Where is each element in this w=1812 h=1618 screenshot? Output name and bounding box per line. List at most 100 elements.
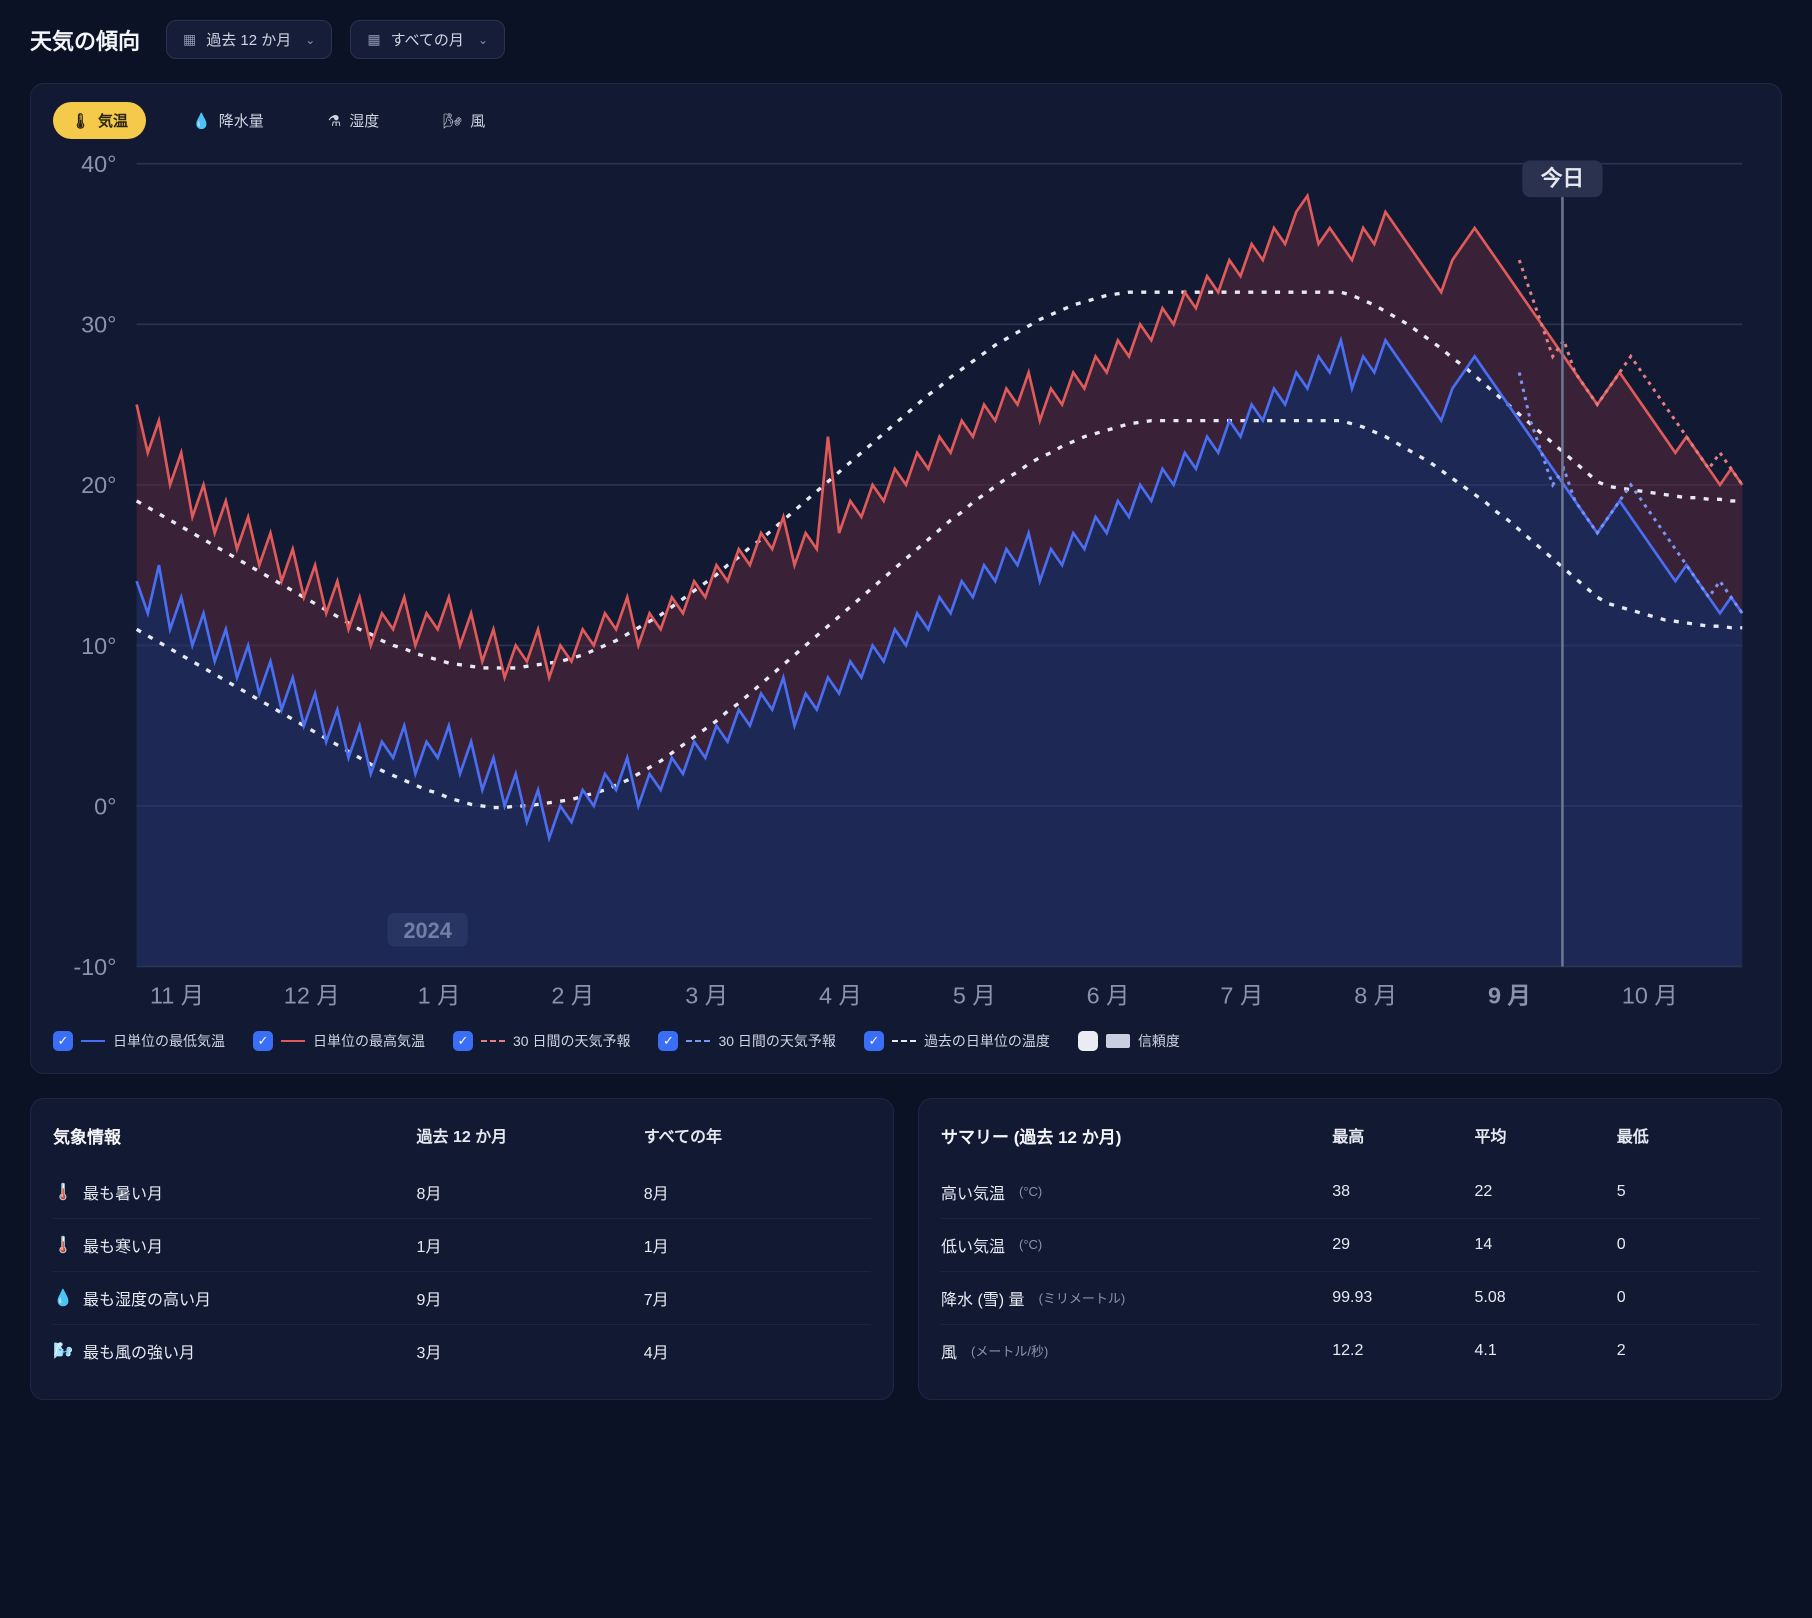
table-row: 風(メートル/秒)12.24.12 [941, 1324, 1759, 1377]
svg-text:1 月: 1 月 [418, 982, 461, 1008]
row-label: 最も暑い月 [83, 1180, 163, 1204]
legend-swatch [686, 1040, 710, 1042]
summary-card: サマリー (過去 12 か月) 最高 平均 最低 高い気温(°C)38225低い… [918, 1098, 1782, 1400]
table-row: 🌬️ 最も風の強い月 3月4月 [53, 1324, 871, 1377]
svg-text:6 月: 6 月 [1087, 982, 1130, 1008]
chevron-down-icon: ⌄ [478, 33, 488, 47]
svg-text:11 月: 11 月 [150, 982, 204, 1008]
chart-card: 🌡気温💧降水量⚗湿度🌬風 -10°0°10°20°30°40°11 月12 月1… [30, 83, 1782, 1074]
legend-swatch [1106, 1034, 1130, 1048]
legend-swatch [81, 1040, 105, 1042]
svg-text:今日: 今日 [1541, 165, 1584, 190]
svg-text:30°: 30° [81, 312, 116, 338]
legend-item[interactable]: ✓ 過去の日単位の温度 [864, 1031, 1050, 1051]
summary-title: サマリー (過去 12 か月) [941, 1123, 1332, 1148]
row-icon: 🌬️ [53, 1341, 73, 1361]
tab-humid[interactable]: ⚗ 湿度 [310, 102, 397, 139]
legend-item[interactable]: ✓ 30 日間の天気予報 [453, 1031, 630, 1051]
row-label: 高い気温 [941, 1180, 1005, 1204]
legend-item[interactable]: ✓ 日単位の最低気温 [53, 1031, 225, 1051]
legend-label: 30 日間の天気予報 [513, 1031, 630, 1051]
legend-swatch [481, 1040, 505, 1042]
cell: 8月 [417, 1180, 644, 1204]
legend-item[interactable]: ✓ 30 日間の天気予報 [658, 1031, 835, 1051]
tab-label: 風 [470, 110, 485, 131]
svg-text:10 月: 10 月 [1622, 982, 1678, 1008]
summary-col3: 最低 [1617, 1123, 1759, 1147]
tab-temp[interactable]: 🌡 気温 [53, 102, 146, 139]
legend-item[interactable]: 信頼度 [1078, 1031, 1180, 1051]
cell: 4月 [644, 1339, 871, 1363]
cell: 5 [1617, 1183, 1759, 1201]
info-col1: 過去 12 か月 [417, 1123, 644, 1147]
legend-checkbox[interactable]: ✓ [658, 1031, 678, 1051]
row-icon: 🌡️ [53, 1182, 73, 1202]
wind-icon: 🌬 [443, 112, 462, 130]
legend-label: 日単位の最低気温 [113, 1031, 225, 1051]
temp-icon: 🌡 [71, 112, 90, 130]
cell: 2 [1617, 1342, 1759, 1360]
svg-text:8 月: 8 月 [1354, 982, 1397, 1008]
cell: 4.1 [1474, 1342, 1616, 1360]
tab-precip[interactable]: 💧降水量 [174, 102, 282, 139]
svg-text:3 月: 3 月 [685, 982, 728, 1008]
calendar-icon: ▦ [183, 31, 196, 48]
humid-icon: ⚗ [328, 112, 341, 130]
row-label: 最も風の強い月 [83, 1339, 195, 1363]
row-unit: (メートル/秒) [971, 1341, 1048, 1360]
svg-text:-10°: -10° [73, 954, 116, 980]
legend-checkbox[interactable]: ✓ [864, 1031, 884, 1051]
row-unit: (ミリメートル) [1039, 1288, 1126, 1307]
row-label: 最も湿度の高い月 [83, 1286, 211, 1310]
table-row: 高い気温(°C)38225 [941, 1166, 1759, 1218]
tab-wind[interactable]: 🌬風 [425, 102, 503, 139]
row-icon: 🌡️ [53, 1235, 73, 1255]
legend-swatch [281, 1040, 305, 1042]
summary-col2: 平均 [1474, 1123, 1616, 1147]
tab-label: 湿度 [349, 110, 379, 131]
cell: 0 [1617, 1236, 1759, 1254]
summary-col1: 最高 [1332, 1123, 1474, 1147]
legend-checkbox[interactable]: ✓ [453, 1031, 473, 1051]
legend-label: 過去の日単位の温度 [924, 1031, 1050, 1051]
table-row: 💧 最も湿度の高い月 9月7月 [53, 1271, 871, 1324]
cell: 99.93 [1332, 1289, 1474, 1307]
svg-text:40°: 40° [81, 151, 116, 177]
legend-checkbox[interactable] [1078, 1031, 1098, 1051]
tab-label: 気温 [98, 110, 128, 131]
month-select[interactable]: ▦ すべての月 ⌄ [350, 20, 505, 59]
page-title: 天気の傾向 [30, 24, 140, 56]
cell: 1月 [644, 1233, 871, 1257]
chevron-down-icon: ⌄ [305, 33, 315, 47]
cell: 3月 [417, 1339, 644, 1363]
legend-checkbox[interactable]: ✓ [253, 1031, 273, 1051]
svg-text:7 月: 7 月 [1220, 982, 1263, 1008]
range-select[interactable]: ▦ 過去 12 か月 ⌄ [166, 20, 332, 59]
legend-label: 30 日間の天気予報 [718, 1031, 835, 1051]
table-row: 🌡️ 最も寒い月 1月1月 [53, 1218, 871, 1271]
table-row: 🌡️ 最も暑い月 8月8月 [53, 1166, 871, 1218]
legend-checkbox[interactable]: ✓ [53, 1031, 73, 1051]
cell: 38 [1332, 1183, 1474, 1201]
table-row: 低い気温(°C)29140 [941, 1218, 1759, 1271]
chart-legend: ✓日単位の最低気温✓日単位の最高気温✓30 日間の天気予報✓30 日間の天気予報… [53, 1031, 1759, 1051]
cell: 5.08 [1474, 1289, 1616, 1307]
range-select-label: 過去 12 か月 [206, 29, 291, 50]
cell: 1月 [417, 1233, 644, 1257]
weather-info-card: 気象情報 過去 12 か月 すべての年 🌡️最も暑い月8月8月🌡️最も寒い月1月… [30, 1098, 894, 1400]
precip-icon: 💧 [192, 112, 211, 130]
month-select-label: すべての月 [391, 29, 464, 50]
calendar-icon: ▦ [367, 31, 380, 48]
cell: 14 [1474, 1236, 1616, 1254]
row-label: 最も寒い月 [83, 1233, 163, 1257]
row-icon: 💧 [53, 1288, 73, 1308]
temperature-chart: -10°0°10°20°30°40°11 月12 月1 月2 月3 月4 月5 … [53, 147, 1759, 1017]
svg-text:9 月: 9 月 [1488, 982, 1531, 1008]
cell: 8月 [644, 1180, 871, 1204]
svg-text:2 月: 2 月 [551, 982, 594, 1008]
cell: 29 [1332, 1236, 1474, 1254]
cell: 9月 [417, 1286, 644, 1310]
legend-item[interactable]: ✓日単位の最高気温 [253, 1031, 425, 1051]
cell: 7月 [644, 1286, 871, 1310]
legend-swatch [892, 1040, 916, 1042]
